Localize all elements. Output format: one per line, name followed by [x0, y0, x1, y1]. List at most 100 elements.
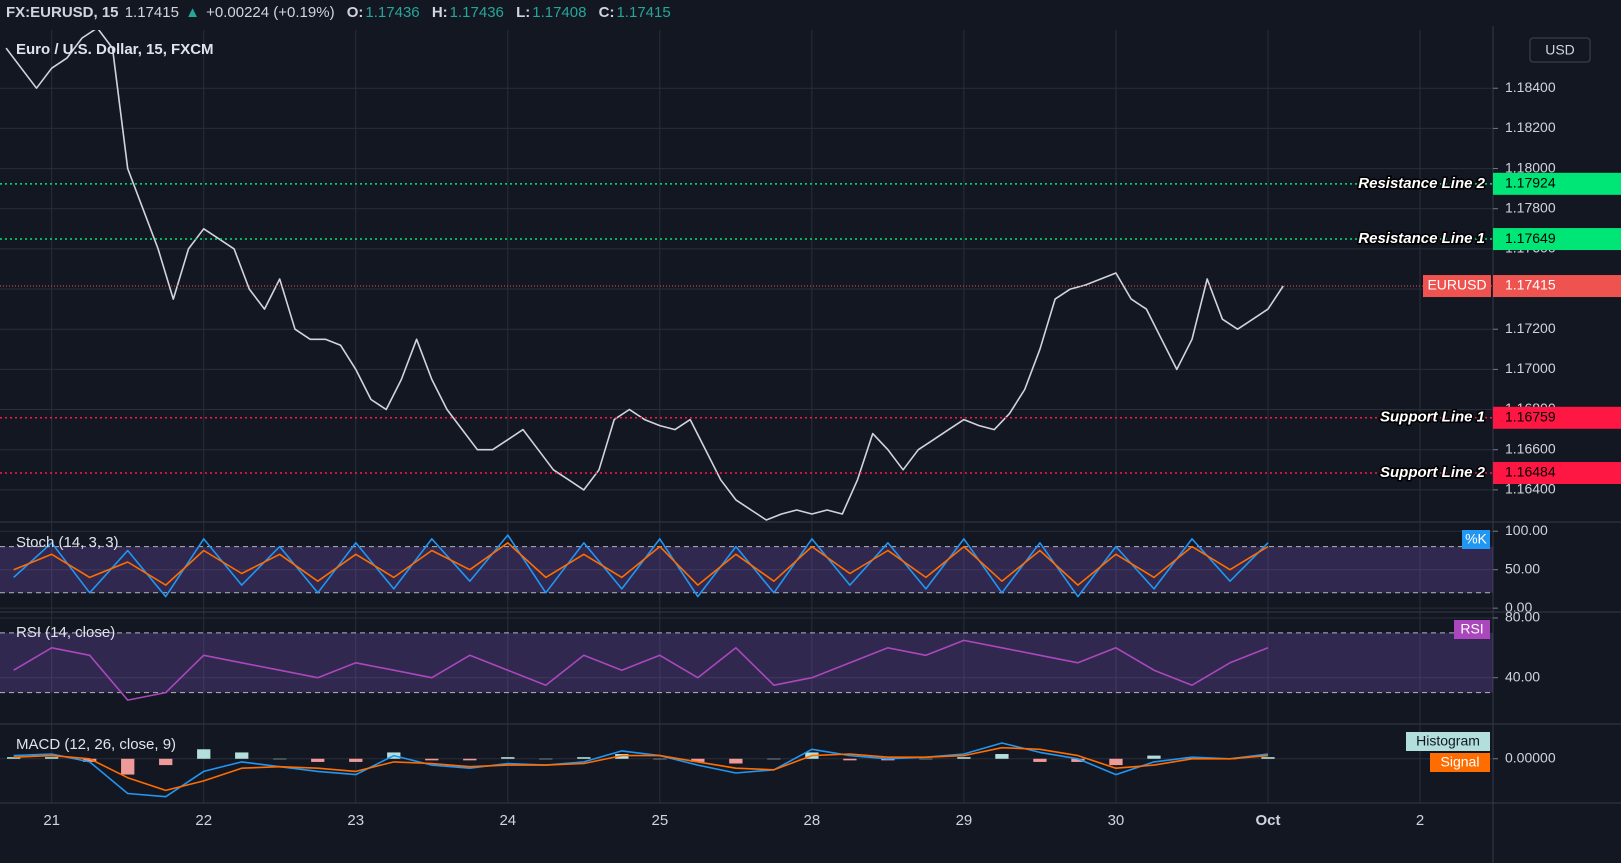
change: +0.00224 (+0.19%) [206, 4, 335, 21]
legend-label: RSI [1460, 621, 1483, 637]
pane [0, 612, 1493, 724]
legend-label: %K [1465, 531, 1487, 547]
level-name: Resistance Line 2 [1358, 175, 1485, 192]
up-arrow: ▲ [185, 4, 200, 21]
histogram-bar [1109, 758, 1123, 766]
histogram-bar [1033, 758, 1047, 762]
histogram-bar [691, 758, 705, 762]
symbol: FX:EURUSD, 15 [6, 4, 119, 21]
histogram-bar [843, 758, 857, 761]
x-tick-label: 28 [804, 812, 821, 829]
x-tick-label: 24 [499, 812, 516, 829]
legend-box [1454, 620, 1490, 639]
x-tick-label: 2 [1416, 812, 1424, 829]
level-name: Resistance Line 1 [1358, 230, 1485, 247]
band-fill [0, 632, 1493, 693]
low-label: L: [516, 4, 531, 21]
level-name: Support Line 2 [1380, 464, 1486, 481]
last-name-box [1423, 275, 1491, 298]
y-tick-label: 0.00 [1505, 599, 1532, 615]
y-tick-label: 1.16400 [1505, 481, 1556, 497]
histogram-bar [1261, 757, 1275, 759]
currency[interactable]: USD [1545, 42, 1575, 58]
level-price-box [1493, 462, 1621, 485]
histogram-bar [729, 758, 743, 764]
pane [0, 30, 1493, 522]
level-price-box [1493, 172, 1621, 195]
y-tick-label: 1.17200 [1505, 320, 1556, 336]
y-tick-label: 1.18000 [1505, 159, 1556, 175]
x-tick-label: 30 [1108, 812, 1125, 829]
series-line [13, 742, 1269, 798]
close-label: C: [598, 4, 615, 21]
symbol-header: FX:EURUSD, 15 1.17415 ▲ +0.00224 (+0.19%… [0, 0, 679, 26]
y-tick-label: 1.18400 [1505, 79, 1556, 95]
histogram-bar [83, 758, 97, 762]
histogram-bar [539, 758, 553, 760]
histogram-bar [273, 758, 287, 760]
legend-label: Signal [1441, 754, 1480, 770]
y-tick-label: 80.00 [1505, 609, 1540, 625]
histogram-bar [653, 758, 667, 760]
series-line [5, 30, 1284, 521]
currency-button[interactable] [1529, 37, 1591, 63]
histogram-bar [463, 758, 477, 761]
close: 1.17415 [616, 4, 671, 21]
high-label: H: [431, 4, 448, 21]
histogram-bar [121, 758, 135, 775]
level-price: 1.17924 [1505, 175, 1556, 191]
level-name: Support Line 1 [1380, 409, 1485, 426]
pane-title: MACD (12, 26, close, 9) [16, 736, 176, 753]
legend-box [1462, 530, 1490, 549]
series-line [13, 639, 1269, 701]
histogram-bar [7, 757, 21, 759]
y-tick-label: 1.16600 [1505, 440, 1556, 456]
y-tick-label: 0.00000 [1505, 749, 1556, 765]
x-tick-label: 21 [43, 812, 60, 829]
band-fill [0, 546, 1493, 593]
legend-box [1430, 753, 1490, 772]
open-label: O: [346, 4, 364, 21]
x-tick-label: 29 [956, 812, 973, 829]
legend-label: Histogram [1416, 733, 1480, 749]
y-tick-label: 1.17800 [1505, 199, 1556, 215]
y-tick-label: 40.00 [1505, 668, 1540, 684]
histogram-bar [1147, 755, 1161, 759]
histogram-bar [919, 758, 933, 760]
histogram-bar [425, 758, 439, 761]
pane [0, 522, 1493, 612]
low: 1.17408 [532, 4, 587, 21]
histogram-bar [349, 758, 363, 762]
level-price: 1.16759 [1505, 408, 1556, 424]
level-price-box [1493, 228, 1621, 251]
y-tick-label: 1.18200 [1505, 119, 1556, 135]
y-tick-label: 1.17000 [1505, 360, 1556, 376]
pane-title: RSI (14, close) [16, 624, 115, 641]
x-tick-label: Oct [1255, 812, 1280, 829]
pane [0, 724, 1493, 803]
high: 1.17436 [449, 4, 504, 21]
histogram-bar [995, 754, 1009, 759]
histogram-bar [235, 752, 249, 759]
pane-title: Stoch (14, 3, 3) [16, 534, 119, 551]
level-price-box [1493, 406, 1621, 429]
legend-box [1406, 732, 1490, 751]
x-tick-label: 23 [347, 812, 364, 829]
y-tick-label: 100.00 [1505, 522, 1548, 538]
pane-title: Euro / U.S. Dollar, 15, FXCM [16, 41, 214, 58]
last-name: EURUSD [1427, 277, 1486, 293]
histogram-bar [957, 757, 971, 759]
histogram-bar [197, 749, 211, 759]
price: 1.17415 [124, 4, 179, 21]
histogram-bar [311, 758, 325, 762]
histogram-bar [501, 757, 515, 759]
level-price: 1.16484 [1505, 464, 1556, 480]
histogram-bar [159, 758, 173, 766]
last-price: 1.17415 [1505, 277, 1556, 293]
open: 1.17436 [365, 4, 420, 21]
series-line [13, 746, 1269, 792]
level-price: 1.17649 [1505, 230, 1556, 246]
